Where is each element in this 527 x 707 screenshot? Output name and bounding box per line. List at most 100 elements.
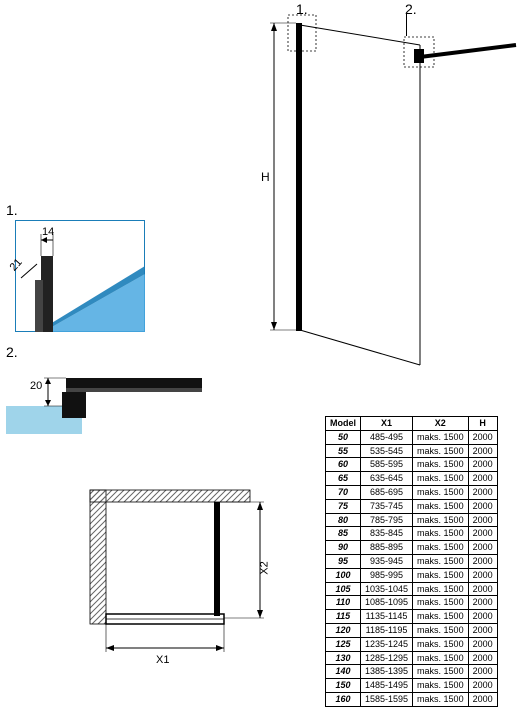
table-cell: 2000: [468, 665, 497, 679]
table-header: X1: [361, 417, 413, 431]
table-cell-model: 150: [326, 679, 361, 693]
table-cell: 1385-1395: [361, 665, 413, 679]
table-cell-model: 110: [326, 596, 361, 610]
table-row: 50485-495maks. 15002000: [326, 430, 498, 444]
table-cell: 1585-1595: [361, 692, 413, 706]
table-header: Model: [326, 417, 361, 431]
table-row: 1101085-1095maks. 15002000: [326, 596, 498, 610]
detail1-drawing: [15, 220, 145, 332]
table-cell: maks. 1500: [413, 499, 469, 513]
table-header: H: [468, 417, 497, 431]
table-cell-model: 85: [326, 527, 361, 541]
plan-dim-X2: X2: [259, 561, 271, 574]
table-cell-model: 65: [326, 472, 361, 486]
table-cell: maks. 1500: [413, 527, 469, 541]
table-cell: 2000: [468, 610, 497, 624]
table-cell: maks. 1500: [413, 665, 469, 679]
dimensions-table: ModelX1X2H 50485-495maks. 1500200055535-…: [325, 416, 498, 707]
detail2-drawing: [6, 362, 206, 434]
table-cell: 2000: [468, 541, 497, 555]
table-row: 100985-995maks. 15002000: [326, 568, 498, 582]
table-cell: 2000: [468, 651, 497, 665]
table-cell-model: 105: [326, 582, 361, 596]
table-cell: 585-595: [361, 458, 413, 472]
table-cell: maks. 1500: [413, 637, 469, 651]
table-cell: 1185-1195: [361, 623, 413, 637]
table-cell: maks. 1500: [413, 513, 469, 527]
table-cell: maks. 1500: [413, 485, 469, 499]
main-callout2-leader: [405, 14, 407, 36]
table-cell: 2000: [468, 513, 497, 527]
table-cell: 1135-1145: [361, 610, 413, 624]
table-cell: maks. 1500: [413, 472, 469, 486]
table-cell: 935-945: [361, 554, 413, 568]
detail1-label: 1.: [6, 202, 18, 218]
table-cell-model: 130: [326, 651, 361, 665]
table-row: 1051035-1045maks. 15002000: [326, 582, 498, 596]
table-cell-model: 125: [326, 637, 361, 651]
detail1-dim14: 14: [42, 226, 54, 238]
table-cell-model: 90: [326, 541, 361, 555]
table-cell-model: 80: [326, 513, 361, 527]
table-row: 1501485-1495maks. 15002000: [326, 679, 498, 693]
table-cell: 2000: [468, 692, 497, 706]
table-cell: 885-895: [361, 541, 413, 555]
table-cell: 2000: [468, 430, 497, 444]
table-cell-model: 75: [326, 499, 361, 513]
table-cell: 2000: [468, 458, 497, 472]
table-row: 1201185-1195maks. 15002000: [326, 623, 498, 637]
table-header: X2: [413, 417, 469, 431]
table-cell: 2000: [468, 623, 497, 637]
table-row: 1601585-1595maks. 15002000: [326, 692, 498, 706]
table-cell: 1485-1495: [361, 679, 413, 693]
dimensions-table-wrap: ModelX1X2H 50485-495maks. 1500200055535-…: [325, 416, 498, 707]
table-cell: maks. 1500: [413, 541, 469, 555]
table-row: 55535-545maks. 15002000: [326, 444, 498, 458]
table-cell: maks. 1500: [413, 458, 469, 472]
table-cell: maks. 1500: [413, 430, 469, 444]
table-row: 1301285-1295maks. 15002000: [326, 651, 498, 665]
table-cell: maks. 1500: [413, 568, 469, 582]
table-cell: 485-495: [361, 430, 413, 444]
table-cell: 2000: [468, 637, 497, 651]
table-cell: maks. 1500: [413, 651, 469, 665]
table-cell-model: 120: [326, 623, 361, 637]
detail2-dim20: 20: [30, 380, 42, 392]
table-row: 75735-745maks. 15002000: [326, 499, 498, 513]
table-cell-model: 115: [326, 610, 361, 624]
main-drawing: [240, 5, 520, 385]
table-cell: 685-695: [361, 485, 413, 499]
table-cell-model: 55: [326, 444, 361, 458]
table-cell: maks. 1500: [413, 692, 469, 706]
table-cell: 2000: [468, 596, 497, 610]
table-cell-model: 100: [326, 568, 361, 582]
table-cell-model: 70: [326, 485, 361, 499]
table-cell: 2000: [468, 472, 497, 486]
table-cell: 1035-1045: [361, 582, 413, 596]
table-cell-model: 140: [326, 665, 361, 679]
table-cell: 2000: [468, 679, 497, 693]
table-cell: 785-795: [361, 513, 413, 527]
table-cell: maks. 1500: [413, 623, 469, 637]
table-row: 80785-795maks. 15002000: [326, 513, 498, 527]
table-cell: maks. 1500: [413, 554, 469, 568]
table-cell: 2000: [468, 554, 497, 568]
table-cell: 535-545: [361, 444, 413, 458]
table-cell: maks. 1500: [413, 679, 469, 693]
table-row: 95935-945maks. 15002000: [326, 554, 498, 568]
table-row: 90885-895maks. 15002000: [326, 541, 498, 555]
table-row: 1401385-1395maks. 15002000: [326, 665, 498, 679]
main-dim-H: H: [261, 170, 270, 184]
table-row: 1151135-1145maks. 15002000: [326, 610, 498, 624]
table-cell: 1235-1245: [361, 637, 413, 651]
table-row: 60585-595maks. 15002000: [326, 458, 498, 472]
table-cell: 2000: [468, 527, 497, 541]
table-cell: 2000: [468, 499, 497, 513]
table-cell: 635-645: [361, 472, 413, 486]
table-cell-model: 60: [326, 458, 361, 472]
table-cell-model: 95: [326, 554, 361, 568]
table-cell: maks. 1500: [413, 610, 469, 624]
table-cell: 985-995: [361, 568, 413, 582]
table-cell: 735-745: [361, 499, 413, 513]
table-cell: 1285-1295: [361, 651, 413, 665]
